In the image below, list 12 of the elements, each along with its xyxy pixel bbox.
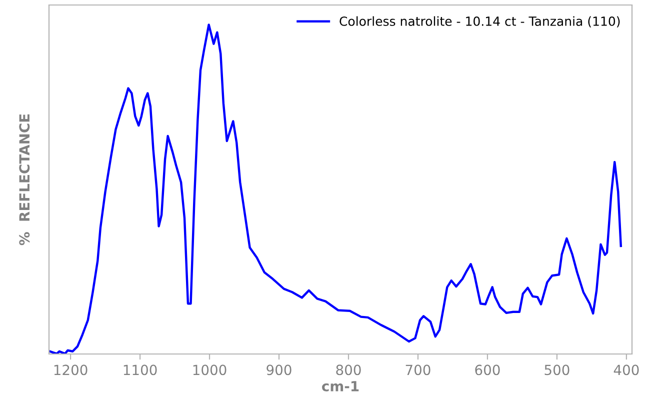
x-axis-title: cm-1	[322, 381, 359, 392]
y-axis-title: % REFLECTANCE	[19, 114, 30, 246]
x-tick-label: 500	[544, 364, 570, 376]
x-tick-label: 900	[266, 364, 292, 376]
x-tick-label: 1100	[124, 364, 157, 376]
x-tick-label: 800	[336, 364, 361, 376]
x-tick-label: 1200	[54, 364, 88, 376]
x-tick-label: 1000	[193, 364, 226, 376]
legend-label: Colorless natrolite - 10.14 ct - Tanzania (110)	[340, 16, 620, 28]
x-tick-label: 700	[406, 364, 430, 376]
x-tick-label: 400	[614, 364, 639, 376]
x-tick-label: 600	[475, 364, 500, 376]
